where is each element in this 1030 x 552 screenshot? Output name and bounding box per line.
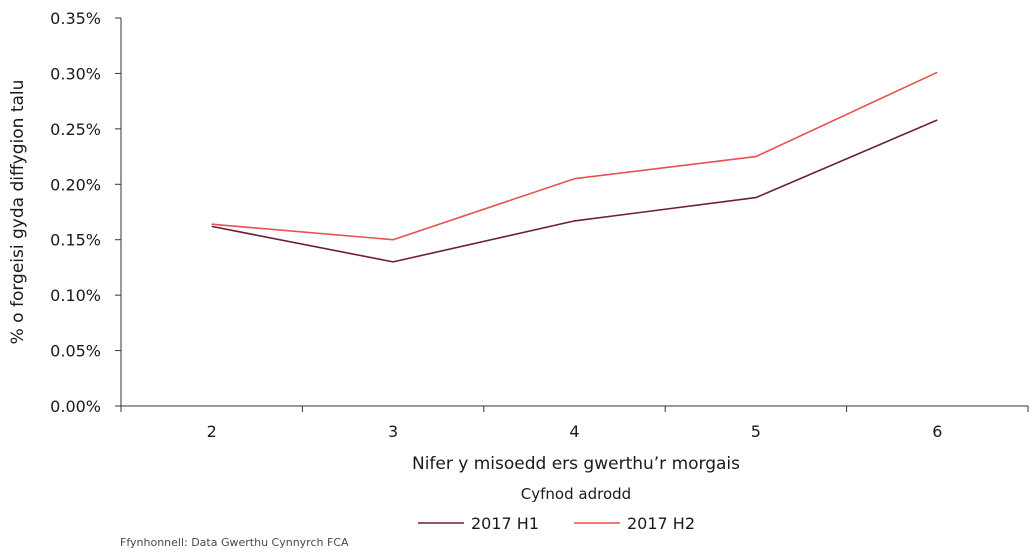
y-tick-label: 0.00% (50, 397, 101, 416)
x-tick-label: 5 (751, 422, 761, 441)
y-tick-label: 0.05% (50, 342, 101, 361)
legend-label-2: 2017 H2 (627, 514, 695, 533)
legend-title: Cyfnod adrodd (521, 485, 631, 503)
x-tick-label: 3 (388, 422, 398, 441)
y-axis-title: % o forgeisi gyda diffygion talu (8, 80, 28, 345)
x-tick-label: 2 (207, 422, 217, 441)
legend-label-1: 2017 H1 (471, 514, 539, 533)
legend: 2017 H1 2017 H2 (418, 514, 695, 533)
series-line-2 (211, 71, 938, 241)
y-tick-label: 0.30% (50, 64, 101, 83)
series-line-1 (211, 119, 938, 263)
y-tick-label: 0.25% (50, 120, 101, 139)
y-tick-label: 0.15% (50, 231, 101, 250)
x-axis: 2 3 4 5 6 (120, 405, 1029, 441)
y-tick-label: 0.10% (50, 286, 101, 305)
x-tick-label: 4 (569, 422, 579, 441)
series-layer (211, 71, 938, 263)
y-tick-label: 0.35% (50, 9, 101, 28)
x-tick-label: 6 (932, 422, 942, 441)
x-axis-title: Nifer y misoedd ers gwerthu’r morgais (412, 454, 740, 474)
y-axis: 0.00% 0.05% 0.10% 0.15% 0.20% 0.25% 0.30% 0.35% (50, 9, 122, 416)
y-tick-label: 0.20% (50, 175, 101, 194)
source-note: Ffynhonnell: Data Gwerthu Cynnyrch FCA (120, 536, 349, 549)
